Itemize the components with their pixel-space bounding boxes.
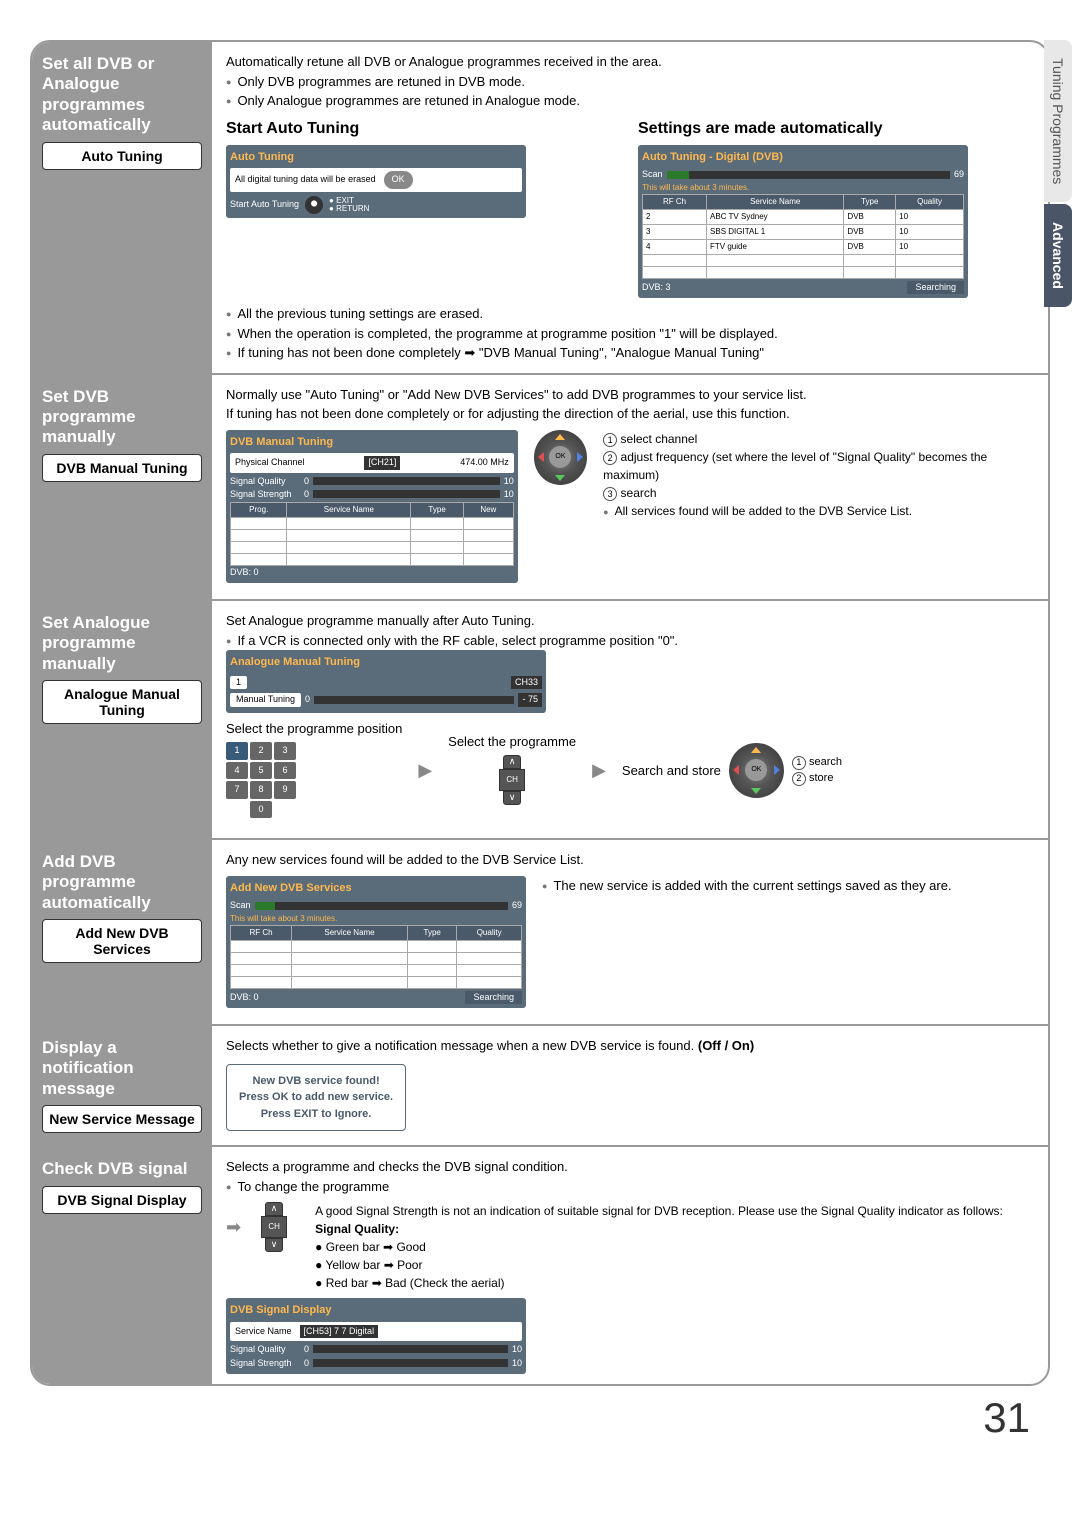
auto-tuning-progress-panel: Auto Tuning - Digital (DVB) Scan 69 This… bbox=[638, 145, 968, 299]
sec1-b5: If tuning has not been done completely ➡… bbox=[226, 343, 1034, 363]
section-add-dvb: Add DVB programme automatically Add New … bbox=[32, 840, 1048, 1026]
erase-msg: All digital tuning data will be erased bbox=[235, 173, 376, 187]
page-number: 31 bbox=[30, 1394, 1050, 1442]
scan-table: RF ChService NameTypeQuality 2ABC TV Syd… bbox=[642, 194, 964, 279]
dvb-manual-button[interactable]: DVB Manual Tuning bbox=[42, 454, 202, 482]
section-signal: Check DVB signal DVB Signal Display Sele… bbox=[32, 1147, 1048, 1384]
signal-display-button[interactable]: DVB Signal Display bbox=[42, 1186, 202, 1214]
searching-label: Searching bbox=[907, 281, 964, 295]
searching-label-2: Searching bbox=[465, 991, 522, 1005]
dvb-manual-panel: DVB Manual Tuning Physical Channel[CH21]… bbox=[226, 430, 518, 584]
sec3-b1: If a VCR is connected only with the RF c… bbox=[226, 631, 1034, 651]
arrow-icon-2: ▶ bbox=[592, 757, 606, 784]
new-service-msg-button[interactable]: New Service Message bbox=[42, 1105, 202, 1133]
sec5-intro: Selects whether to give a notification m… bbox=[226, 1036, 1034, 1056]
sec2-n2: 2 adjust frequency (set where the level … bbox=[603, 448, 1034, 484]
scan-label-2: Scan bbox=[230, 899, 251, 913]
sec1-b3: All the previous tuning settings are era… bbox=[226, 304, 1034, 324]
ok-ring-icon[interactable]: OK bbox=[534, 430, 587, 485]
sec3-intro: Set Analogue programme manually after Au… bbox=[226, 611, 1034, 631]
sec4-b1: The new service is added with the curren… bbox=[542, 876, 1034, 896]
scan-label: Scan bbox=[642, 168, 663, 182]
sec1-title: Set all DVB or Analogue programmes autom… bbox=[42, 54, 202, 136]
dvb0-label-2: DVB: 0 bbox=[230, 991, 259, 1005]
sec3-step1: Select the programme position bbox=[226, 719, 402, 739]
auto-tuning-panel: Auto Tuning All digital tuning data will… bbox=[226, 145, 526, 218]
sec1-b1: Only DVB programmes are retuned in DVB m… bbox=[226, 72, 1034, 92]
auto-tuning-button[interactable]: Auto Tuning bbox=[42, 142, 202, 170]
add-new-services-button[interactable]: Add New DVB Services bbox=[42, 919, 202, 963]
sec2-n3: 3 search bbox=[603, 484, 1034, 502]
auto-tuning-panel-title: Auto Tuning bbox=[230, 149, 522, 166]
sec1-b4: When the operation is completed, the pro… bbox=[226, 324, 1034, 344]
add-table: RF ChService NameTypeQuality bbox=[230, 925, 522, 989]
dvb-count: DVB: 3 bbox=[642, 281, 671, 295]
sec1-intro: Automatically retune all DVB or Analogue… bbox=[226, 52, 1034, 72]
notice-box: New DVB service found! Press OK to add n… bbox=[226, 1064, 406, 1132]
sec1-hdr1: Start Auto Tuning bbox=[226, 117, 622, 141]
sec3-title: Set Analogue programme manually bbox=[42, 613, 202, 674]
dvb-manual-title: DVB Manual Tuning bbox=[230, 434, 514, 451]
dvb0-label: DVB: 0 bbox=[230, 566, 514, 580]
take-time-2: This will take about 3 minutes. bbox=[230, 913, 522, 925]
joystick-icon: ⬤ bbox=[305, 196, 323, 214]
sec2-intro: Normally use "Auto Tuning" or "Add New D… bbox=[226, 385, 1034, 405]
arrow-right-icon: ➡ bbox=[226, 1214, 241, 1241]
sec3-step3: Search and store bbox=[622, 761, 721, 781]
sec6-intro: Selects a programme and checks the DVB s… bbox=[226, 1157, 1034, 1177]
analogue-panel: Analogue Manual Tuning 1CH33 Manual Tuni… bbox=[226, 650, 546, 713]
sec3-n2: 2 store bbox=[792, 770, 842, 787]
ch-nav[interactable]: ∧ CH ∨ bbox=[487, 755, 537, 805]
sec3-n1: 1 search bbox=[792, 754, 842, 771]
side-tab-tuning: Tuning Programmes bbox=[1044, 40, 1072, 202]
side-tabs: Tuning Programmes Advanced bbox=[1044, 40, 1072, 309]
section-analogue-manual: Set Analogue programme manually Analogue… bbox=[32, 601, 1048, 840]
signal-display-panel: DVB Signal Display Service Name[CH53] 7 … bbox=[226, 1298, 526, 1374]
section-auto-tuning: Set all DVB or Analogue programmes autom… bbox=[32, 42, 1048, 375]
sec1-hdr2: Settings are made automatically bbox=[638, 117, 1034, 141]
signal-quality-hdr: Signal Quality: bbox=[315, 1220, 1034, 1238]
sec4-intro: Any new services found will be added to … bbox=[226, 850, 1034, 870]
signal-panel-title: DVB Signal Display bbox=[230, 1302, 522, 1319]
sec6-g1: ● Green bar ➡ Good bbox=[315, 1238, 1034, 1256]
start-auto-label: Start Auto Tuning bbox=[230, 198, 299, 212]
side-tab-advanced: Advanced bbox=[1044, 204, 1072, 307]
ok-button[interactable]: OK bbox=[384, 171, 413, 189]
scan-max-2: 69 bbox=[512, 899, 522, 913]
sec2-b1: All services found will be added to the … bbox=[603, 502, 1034, 520]
add-services-title: Add New DVB Services bbox=[230, 880, 522, 897]
scan-max: 69 bbox=[954, 168, 964, 182]
sec6-title: Check DVB signal bbox=[42, 1159, 202, 1179]
sec6-right1: A good Signal Strength is not an indicat… bbox=[315, 1202, 1034, 1220]
sec2-n1: 1 select channel bbox=[603, 430, 1034, 448]
sec5-title: Display a notification message bbox=[42, 1038, 202, 1099]
main-container: Set all DVB or Analogue programmes autom… bbox=[30, 40, 1050, 1386]
sec2-title: Set DVB programme manually bbox=[42, 387, 202, 448]
sec6-g2: ● Yellow bar ➡ Poor bbox=[315, 1256, 1034, 1274]
dvb-manual-table: Prog.Service NameTypeNew bbox=[230, 502, 514, 566]
analogue-title: Analogue Manual Tuning bbox=[230, 654, 542, 671]
ch-nav-2[interactable]: ∧ CH ∨ bbox=[249, 1202, 299, 1252]
progress-title: Auto Tuning - Digital (DVB) bbox=[642, 149, 964, 166]
section-dvb-manual: Set DVB programme manually DVB Manual Tu… bbox=[32, 375, 1048, 602]
add-services-panel: Add New DVB Services Scan 69 This will t… bbox=[226, 876, 526, 1009]
sec6-g3: ● Red bar ➡ Bad (Check the aerial) bbox=[315, 1274, 1034, 1292]
sec1-b2: Only Analogue programmes are retuned in … bbox=[226, 91, 1034, 111]
sec3-step2: Select the programme bbox=[448, 732, 576, 752]
arrow-icon: ▶ bbox=[418, 757, 432, 784]
section-notification: Display a notification message New Servi… bbox=[32, 1026, 1048, 1147]
sec6-b1: To change the programme bbox=[226, 1177, 1034, 1197]
sec2-line2: If tuning has not been done completely o… bbox=[226, 404, 1034, 424]
ok-ring-icon-2[interactable]: OK bbox=[729, 743, 784, 798]
sec4-title: Add DVB programme automatically bbox=[42, 852, 202, 913]
keypad[interactable]: 123 456 789 0 bbox=[226, 742, 402, 818]
take-time: This will take about 3 minutes. bbox=[642, 182, 964, 194]
analogue-manual-button[interactable]: Analogue Manual Tuning bbox=[42, 680, 202, 724]
